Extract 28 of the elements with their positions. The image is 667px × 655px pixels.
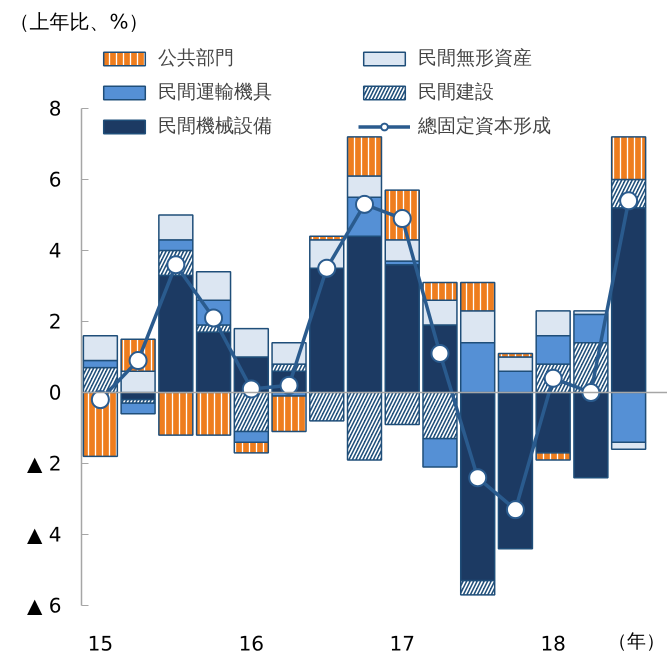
y-tick-label: 2 bbox=[48, 310, 62, 334]
legend-label: 民間運輸機具 bbox=[158, 80, 273, 105]
y-tick-label: 8 bbox=[48, 96, 62, 120]
point bbox=[468, 468, 488, 488]
y-tick-label: ▲ 6 bbox=[27, 594, 62, 618]
x-tick-label: 15 bbox=[88, 632, 114, 655]
y-tick-label: 4 bbox=[48, 238, 62, 262]
point bbox=[242, 379, 261, 398]
legend-label: 民間無形資産 bbox=[418, 46, 533, 71]
point bbox=[317, 258, 336, 278]
point bbox=[581, 383, 600, 402]
x-tick-label: 17 bbox=[390, 632, 415, 655]
point bbox=[90, 390, 110, 410]
y-axis-title: （上年比、%） bbox=[10, 10, 149, 34]
x-tick-label: 18 bbox=[540, 632, 566, 655]
point bbox=[506, 500, 525, 520]
x-axis-title: （年） bbox=[608, 630, 666, 652]
bar bbox=[120, 402, 156, 415]
legend-label: 公共部門 bbox=[158, 46, 235, 71]
y-tick-label: ▲ 4 bbox=[27, 522, 62, 546]
x-tick-label: 16 bbox=[238, 632, 264, 655]
y-tick-label: ▲ 2 bbox=[27, 452, 62, 476]
legend-label: 民間機械設備 bbox=[158, 114, 273, 139]
y-tick-label: 0 bbox=[48, 380, 62, 404]
legend-label: 總固定資本形成 bbox=[418, 114, 552, 139]
y-tick-label: 6 bbox=[48, 168, 62, 192]
legend-label: 民間建設 bbox=[418, 80, 495, 105]
point bbox=[355, 194, 374, 214]
